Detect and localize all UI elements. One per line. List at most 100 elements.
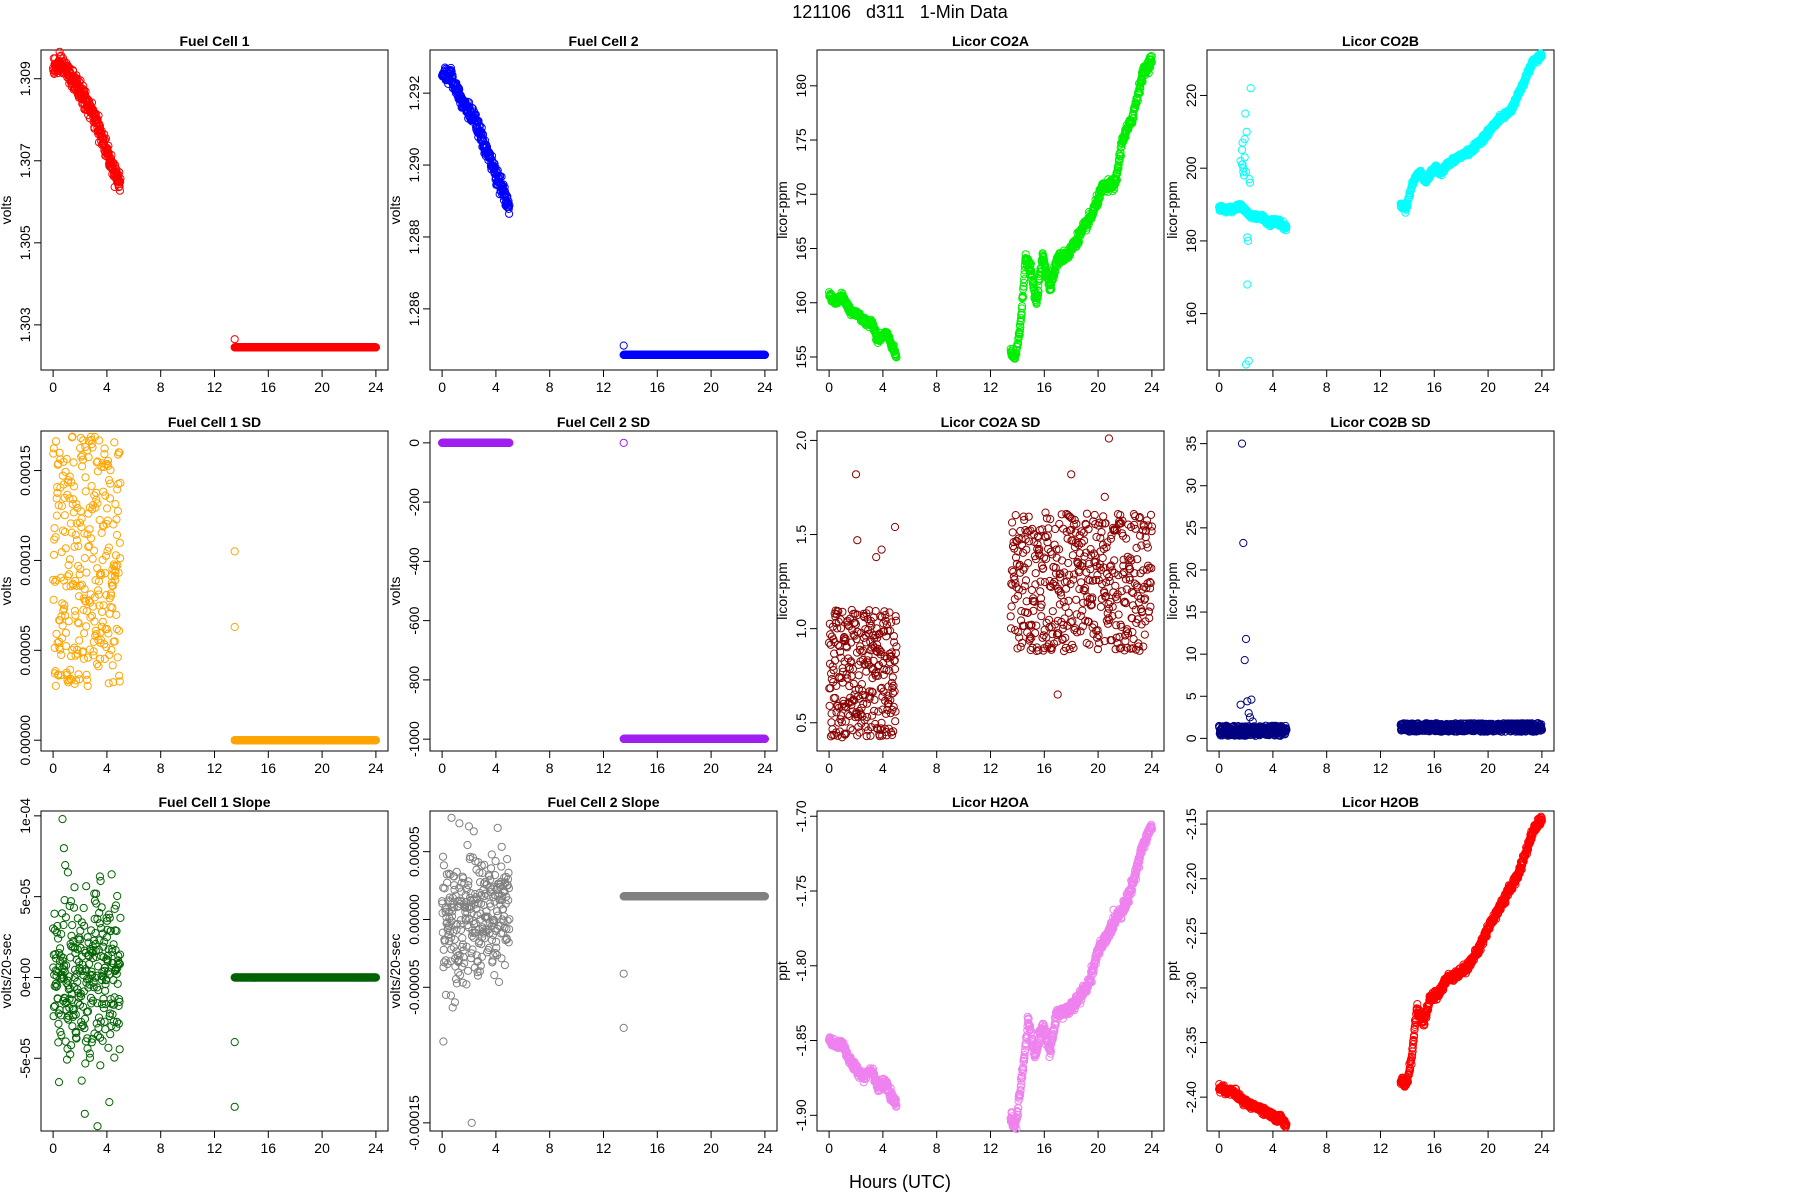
- x-tick-label: 20: [1090, 379, 1106, 395]
- data-point: [52, 511, 62, 520]
- x-tick-label: 16: [650, 379, 666, 395]
- x-tick-label: 8: [1323, 379, 1331, 395]
- x-tick-label: 24: [1534, 379, 1550, 395]
- data-point: [106, 466, 115, 475]
- data-point: [110, 438, 119, 447]
- data-point: [100, 135, 109, 144]
- data-point: [99, 134, 108, 143]
- data-point: [55, 47, 64, 56]
- data-point: [115, 168, 124, 177]
- data-point: [88, 554, 97, 563]
- data-point: [100, 130, 109, 139]
- x-tick-label: 4: [1269, 379, 1277, 395]
- data-point: [113, 653, 122, 662]
- y-tick-label: 1.307: [17, 143, 33, 178]
- x-tick-label: 4: [492, 379, 500, 395]
- data-point: [49, 550, 59, 559]
- data-point: [75, 636, 84, 645]
- panel-title: Licor CO2A: [952, 33, 1029, 49]
- data-point: [94, 662, 103, 671]
- y-axis-label: licor-ppm: [1164, 181, 1180, 239]
- data-point: [71, 611, 80, 620]
- panel-title: Fuel Cell 1 SD: [168, 414, 261, 430]
- data-point: [107, 150, 116, 160]
- data-point: [99, 601, 108, 610]
- data-point: [65, 570, 74, 579]
- data-point: [69, 458, 78, 467]
- data-point: [230, 622, 239, 632]
- x-tick-label: 4: [103, 760, 111, 776]
- x-tick-label: 0: [825, 379, 833, 395]
- x-tick-label: 0: [49, 379, 57, 395]
- x-tick-label: 24: [757, 760, 773, 776]
- x-tick-label: 20: [314, 379, 330, 395]
- y-tick-label: 0.00000: [17, 715, 33, 766]
- data-point: [101, 134, 111, 143]
- x-tick-label: 20: [703, 379, 719, 395]
- x-tick-label: 24: [368, 760, 384, 776]
- data-point: [115, 186, 125, 195]
- data-point: [112, 610, 121, 620]
- data-point: [103, 504, 112, 513]
- plot-frame: [429, 430, 778, 752]
- y-tick-label: 170: [793, 182, 809, 206]
- data-point: [89, 546, 99, 555]
- data-point: [80, 629, 89, 638]
- y-tick-label: -800: [406, 666, 422, 694]
- panel-fc1: Fuel Cell 10 4 8 12 16 20 241.3031.3051.3071.3…: [0, 33, 389, 395]
- data-point: [114, 626, 124, 635]
- data-point: [51, 681, 60, 691]
- y-tick-label: 1.292: [406, 75, 422, 110]
- data-point: [1242, 127, 1251, 136]
- data-point: [81, 87, 90, 96]
- x-tick-label: 4: [492, 760, 500, 776]
- x-tick-label: 24: [1144, 379, 1160, 395]
- data-point: [79, 81, 88, 91]
- data-point: [116, 178, 125, 187]
- data-point: [98, 607, 107, 617]
- data-point: [111, 500, 120, 509]
- data-point: [1243, 280, 1252, 289]
- panel-fc2: Fuel Cell 20 4 8 12 16 20 241.2861.2881.2901.2…: [387, 33, 778, 395]
- x-tick-label: 4: [879, 379, 887, 395]
- data-point: [112, 624, 121, 634]
- data-point: [1237, 145, 1247, 155]
- data-point: [100, 444, 109, 453]
- y-tick-label: -1000: [406, 721, 422, 757]
- y-tick-label: 0: [406, 439, 422, 447]
- y-axis-label: volts: [0, 577, 14, 606]
- data-point: [98, 617, 107, 626]
- points-fc2: [438, 63, 770, 359]
- page-title: 121106 d311 1-Min Data: [792, 2, 1008, 22]
- data-point: [113, 507, 123, 516]
- y-tick-label: 1.305: [17, 225, 33, 260]
- data-point: [76, 76, 85, 85]
- y-tick-label: -600: [406, 606, 422, 634]
- x-tick-label: 12: [596, 760, 612, 776]
- y-tick-label: -400: [406, 547, 422, 575]
- data-point: [104, 679, 113, 688]
- panel-fc1sd: Fuel Cell 1 SD0 4 8 12 16 20 240.000000.000050…: [0, 414, 389, 776]
- points-fc1sd: [49, 432, 380, 745]
- data-point: [51, 533, 60, 542]
- x-tick-label: 0: [438, 379, 446, 395]
- data-point: [79, 654, 89, 664]
- data-point: [81, 473, 90, 482]
- points-co2b: [1215, 49, 1547, 369]
- x-tick-label: 24: [757, 379, 773, 395]
- data-point: [87, 481, 96, 491]
- data-point: [112, 530, 122, 540]
- data-point: [51, 437, 61, 446]
- points-co2a: [825, 52, 1157, 363]
- data-point: [108, 661, 117, 670]
- x-tick-label: 16: [261, 760, 277, 776]
- plot-frame: [429, 49, 778, 371]
- data-point: [1246, 84, 1255, 93]
- data-point: [81, 487, 90, 496]
- data-point: [619, 341, 628, 350]
- data-point: [78, 462, 87, 471]
- data-point: [82, 622, 91, 631]
- y-tick-label: 160: [793, 291, 809, 315]
